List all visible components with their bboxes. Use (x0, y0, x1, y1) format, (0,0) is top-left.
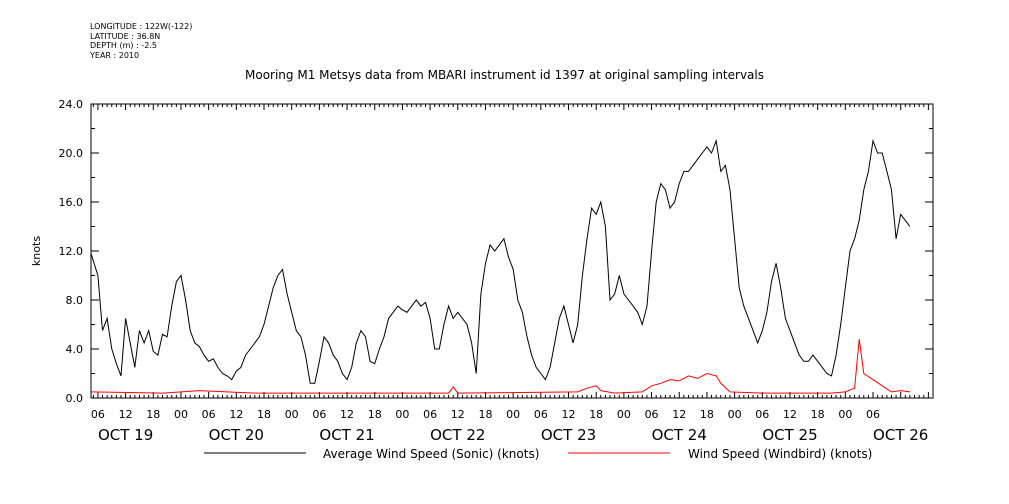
x-tick-label: 06 (534, 408, 548, 421)
x-tick-label: 12 (451, 408, 465, 421)
legend: Average Wind Speed (Sonic) (knots) Wind … (204, 447, 872, 461)
x-tick-label: 06 (202, 408, 216, 421)
x-date-label: OCT 22 (430, 426, 485, 444)
x-tick-label: 00 (728, 408, 742, 421)
depth-text: DEPTH (m) : -2.5 (90, 41, 157, 50)
x-tick-label: 12 (783, 408, 797, 421)
x-tick-label: 12 (119, 408, 133, 421)
x-tick-label: 00 (506, 408, 520, 421)
x-tick-label: 12 (229, 408, 243, 421)
x-tick-label: 18 (700, 408, 714, 421)
series-layer (90, 138, 911, 394)
x-tick-label: 18 (368, 408, 382, 421)
x-date-label: OCT 24 (652, 426, 707, 444)
x-tick-label: 00 (174, 408, 188, 421)
x-tick-label: 12 (562, 408, 576, 421)
metadata-block: LONGITUDE : 122W(-122) LATITUDE : 36.8N … (90, 22, 192, 60)
x-tick-label: 18 (146, 408, 160, 421)
x-tick-label: 06 (645, 408, 659, 421)
x-tick-label: 06 (755, 408, 769, 421)
x-date-label: OCT 26 (873, 426, 928, 444)
x-tick-label: 06 (423, 408, 437, 421)
plot-frame (90, 103, 934, 399)
x-tick-label: 00 (838, 408, 852, 421)
x-tick-label: 18 (257, 408, 271, 421)
series-line-windbird (90, 339, 910, 394)
x-tick-label: 12 (672, 408, 686, 421)
y-tick-label: 16.0 (59, 196, 84, 209)
y-tick-label: 20.0 (59, 147, 84, 160)
x-tick-label: 00 (617, 408, 631, 421)
x-tick-label: 18 (811, 408, 825, 421)
longitude-text: LONGITUDE : 122W(-122) (90, 22, 193, 31)
x-tick-label: 06 (866, 408, 880, 421)
x-date-label: OCT 20 (209, 426, 264, 444)
legend-label-windbird: Wind Speed (Windbird) (knots) (688, 447, 872, 461)
x-tick-label: 18 (478, 408, 492, 421)
chart-title: Mooring M1 Metsys data from MBARI instru… (245, 68, 764, 82)
x-date-label: OCT 25 (762, 426, 817, 444)
x-date-label: OCT 23 (541, 426, 596, 444)
year-text: YEAR : 2010 (90, 50, 140, 60)
y-tick-label: 4.0 (66, 343, 84, 356)
x-tick-label: 12 (340, 408, 354, 421)
y-tick-label: 12.0 (59, 245, 84, 258)
y-axis-label: knots (30, 236, 43, 266)
y-tick-label: 8.0 (66, 294, 84, 307)
x-tick-label: 06 (312, 408, 326, 421)
series-line-sonic (90, 138, 911, 384)
x-tick-label: 00 (395, 408, 409, 421)
x-tick-label: 18 (589, 408, 603, 421)
x-date-label: OCT 21 (319, 426, 374, 444)
y-tick-label: 24.0 (59, 98, 84, 111)
legend-label-sonic: Average Wind Speed (Sonic) (knots) (323, 447, 539, 461)
x-tick-label: 06 (91, 408, 105, 421)
latitude-text: LATITUDE : 36.8N (90, 31, 161, 41)
x-tick-label: 00 (285, 408, 299, 421)
x-date-label: OCT 19 (98, 426, 153, 444)
y-tick-label: 0.0 (66, 392, 84, 405)
ticks-layer: 0.0 4.0 8.0 12.0 16.0 20.0 24.0 06 12 18 00 06 12 18 0… (59, 98, 934, 444)
